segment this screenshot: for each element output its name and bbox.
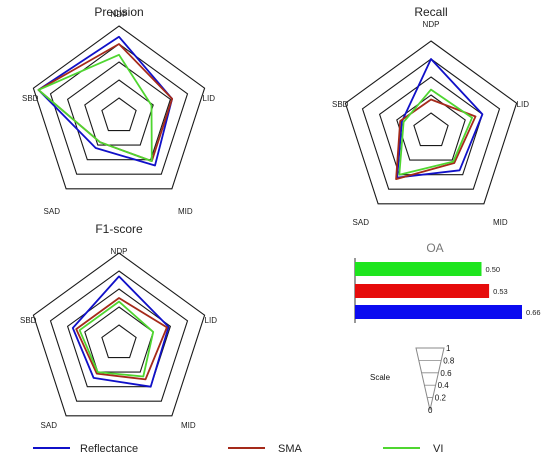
radar-ring bbox=[49, 270, 189, 402]
oa-bar-reflectance bbox=[355, 305, 522, 319]
scale-triangle bbox=[415, 347, 445, 411]
radar-ring bbox=[378, 76, 484, 176]
oa-bar-chart: OA 0.50 0.53 0.66 bbox=[354, 241, 541, 323]
legend-label-reflectance: Reflectance bbox=[80, 443, 138, 455]
scale-indicator: Scale 1 0.8 0.6 0.4 0.20 bbox=[370, 344, 455, 415]
radar-ring bbox=[49, 43, 189, 175]
series-reflectance bbox=[396, 58, 484, 179]
series-vi bbox=[398, 88, 474, 176]
oa-bar-label: 0.53 bbox=[493, 287, 508, 296]
radar-recall: Recall NDP LID MID SAD SBD bbox=[332, 5, 529, 227]
scale-tick-label: 0.6 bbox=[440, 369, 452, 378]
axis-label-sad: SAD bbox=[353, 218, 370, 227]
axis-label-ndp: NDP bbox=[423, 20, 440, 29]
legend: Reflectance SMA VI bbox=[33, 443, 443, 455]
radar-ring bbox=[101, 324, 137, 359]
axis-label-sad: SAD bbox=[44, 207, 61, 216]
axis-label-lid: LID bbox=[517, 100, 530, 109]
axis-label-sad: SAD bbox=[41, 421, 58, 430]
legend-label-sma: SMA bbox=[278, 443, 303, 455]
radar-title: Recall bbox=[414, 5, 447, 19]
radar-title: Precision bbox=[94, 5, 143, 19]
radar-ring bbox=[101, 97, 137, 132]
axis-label-lid: LID bbox=[203, 94, 216, 103]
axis-label-mid: MID bbox=[181, 421, 196, 430]
radar-ring bbox=[66, 61, 172, 161]
axis-label-mid: MID bbox=[178, 207, 193, 216]
series-sma bbox=[395, 98, 477, 181]
legend-label-vi: VI bbox=[433, 443, 443, 455]
radar-ring bbox=[84, 306, 154, 373]
radar-ring bbox=[32, 252, 206, 417]
scale-tick-label: 0 bbox=[428, 406, 433, 415]
series-vi bbox=[78, 300, 155, 378]
oa-bar-label: 0.50 bbox=[486, 265, 501, 274]
oa-bar-label: 0.66 bbox=[526, 308, 541, 317]
oa-bar-vi bbox=[355, 262, 482, 276]
radar-precision: Precision NDP LID MID SAD SBD bbox=[22, 5, 215, 216]
radar-ring bbox=[32, 25, 206, 190]
scale-tick-label: 0.2 bbox=[435, 394, 447, 403]
series-reflectance bbox=[71, 275, 170, 388]
radar-ring bbox=[413, 112, 449, 147]
radar-title: F1-score bbox=[95, 222, 143, 236]
scale-title: Scale bbox=[370, 373, 391, 382]
axis-label-sbd: SBD bbox=[332, 100, 349, 109]
series-sma bbox=[75, 297, 168, 381]
axis-label-sbd: SBD bbox=[22, 94, 39, 103]
radar-ring bbox=[84, 79, 154, 146]
radar-ring bbox=[396, 94, 466, 161]
series-vi bbox=[37, 53, 153, 163]
scale-tick-label: 0.8 bbox=[443, 356, 455, 365]
axis-label-ndp: NDP bbox=[111, 247, 128, 256]
axis-label-sbd: SBD bbox=[20, 316, 37, 325]
oa-bar-sma bbox=[355, 284, 490, 298]
oa-title: OA bbox=[426, 241, 443, 255]
radar-f1-score: F1-score NDP LID MID SAD SBD bbox=[20, 222, 217, 430]
axis-label-lid: LID bbox=[205, 316, 218, 325]
scale-tick-label: 0.4 bbox=[438, 381, 450, 390]
radar-ring bbox=[344, 40, 518, 205]
radar-ring bbox=[361, 58, 501, 190]
axis-label-mid: MID bbox=[493, 218, 508, 227]
scale-tick-label: 1 bbox=[446, 344, 451, 353]
axis-label-ndp: NDP bbox=[111, 10, 128, 19]
